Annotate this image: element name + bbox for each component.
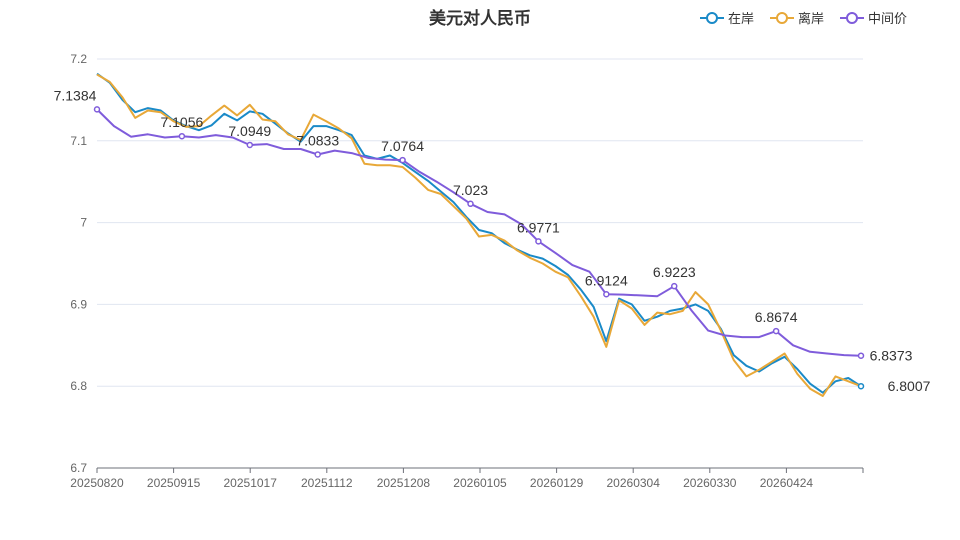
legend-item-onshore[interactable]: 在岸: [700, 8, 754, 27]
annotation-label-4: 7.0764: [381, 138, 424, 154]
annotation-label-10: 6.8373: [870, 348, 913, 364]
annotation-label-3: 7.0833: [296, 132, 339, 148]
chart-title: 美元对人民币: [429, 9, 531, 28]
annotation-marker-7: [603, 291, 610, 298]
annotation-label-2: 7.0949: [228, 123, 271, 139]
annotation-marker-6: [535, 238, 542, 245]
annotation-marker-8: [670, 282, 678, 290]
annotation-label-6: 6.9771: [517, 219, 560, 235]
annotation-label-1: 7.1056: [160, 114, 203, 130]
annotation-label-11: 6.8007: [888, 378, 931, 394]
legend-item-offshore[interactable]: 离岸: [770, 8, 824, 27]
legend-item-central-parity[interactable]: 中间价: [840, 8, 907, 27]
y-tick-label-4: 6.8: [70, 379, 87, 393]
series-line-0: [96, 72, 862, 394]
x-tick-label-9: 20260424: [760, 476, 814, 490]
annotation-marker-5: [467, 200, 474, 208]
y-tick-label-1: 7.1: [70, 134, 87, 148]
legend-offshore-icon: [770, 11, 795, 25]
legend-label-offshore: 离岸: [798, 11, 825, 26]
annotation-marker-1: [178, 132, 186, 140]
x-tick-label-3: 20251112: [301, 476, 353, 490]
x-tick-label-2: 20251017: [224, 476, 278, 490]
annotation-marker-0: [93, 106, 101, 113]
y-tick-label-3: 6.9: [70, 297, 87, 311]
x-tick-label-6: 20260129: [530, 476, 584, 490]
annotation-marker-2: [246, 141, 254, 149]
x-tick-label-7: 20260304: [607, 476, 661, 490]
annotation-marker-9: [772, 327, 780, 335]
x-tick-label-8: 20260330: [683, 476, 737, 490]
legend-central-parity-icon: [840, 11, 865, 25]
chart-legend: 在岸 离岸 中间价: [700, 8, 907, 27]
annotation-marker-10: [857, 352, 865, 359]
annotation-marker-4: [399, 156, 406, 164]
x-tick-label-0: 20250820: [70, 476, 124, 490]
x-tick-label-4: 20251208: [377, 476, 431, 490]
y-tick-label-5: 6.7: [70, 461, 87, 475]
series-line-2: [96, 108, 862, 357]
annotation-marker-11: [857, 382, 865, 390]
legend-label-central-parity: 中间价: [868, 11, 908, 26]
annotation-label-5: 7.023: [453, 182, 488, 198]
x-tick-label-5: 20260105: [453, 476, 507, 490]
series-line-1: [96, 73, 862, 397]
annotation-label-7: 6.9124: [585, 272, 628, 288]
annotation-marker-3: [314, 151, 321, 158]
legend-label-onshore: 在岸: [728, 11, 755, 26]
annotation-label-8: 6.9223: [653, 264, 696, 280]
x-tick-label-1: 20250915: [147, 476, 201, 490]
y-tick-label-0: 7.2: [70, 52, 87, 66]
annotation-label-9: 6.8674: [755, 309, 798, 325]
legend-onshore-icon: [700, 11, 724, 25]
y-tick-label-2: 7: [80, 216, 87, 230]
annotation-label-0: 7.1384: [54, 87, 97, 103]
